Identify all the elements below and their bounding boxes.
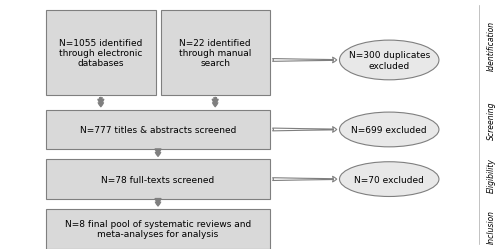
Ellipse shape	[340, 113, 439, 147]
Text: Eligibility: Eligibility	[487, 157, 496, 192]
Text: N=22 identified
through manual
search: N=22 identified through manual search	[179, 38, 252, 68]
Ellipse shape	[340, 41, 439, 80]
Text: N=8 final pool of systematic reviews and
meta-analyses for analysis: N=8 final pool of systematic reviews and…	[65, 219, 251, 238]
Text: Inclusion: Inclusion	[487, 210, 496, 243]
Ellipse shape	[340, 162, 439, 197]
Text: N=699 excluded: N=699 excluded	[352, 126, 427, 134]
Text: N=1055 identified
through electronic
databases: N=1055 identified through electronic dat…	[59, 38, 142, 68]
FancyBboxPatch shape	[46, 11, 156, 95]
FancyBboxPatch shape	[160, 11, 270, 95]
Text: N=777 titles & abstracts screened: N=777 titles & abstracts screened	[80, 126, 236, 134]
Text: N=300 duplicates
excluded: N=300 duplicates excluded	[348, 51, 430, 70]
FancyBboxPatch shape	[46, 110, 270, 150]
Text: Identification: Identification	[487, 21, 496, 71]
FancyBboxPatch shape	[46, 160, 270, 199]
Text: Screening: Screening	[487, 101, 496, 139]
Text: N=70 excluded: N=70 excluded	[354, 175, 424, 184]
Text: N=78 full-texts screened: N=78 full-texts screened	[102, 175, 214, 184]
FancyBboxPatch shape	[46, 209, 270, 248]
